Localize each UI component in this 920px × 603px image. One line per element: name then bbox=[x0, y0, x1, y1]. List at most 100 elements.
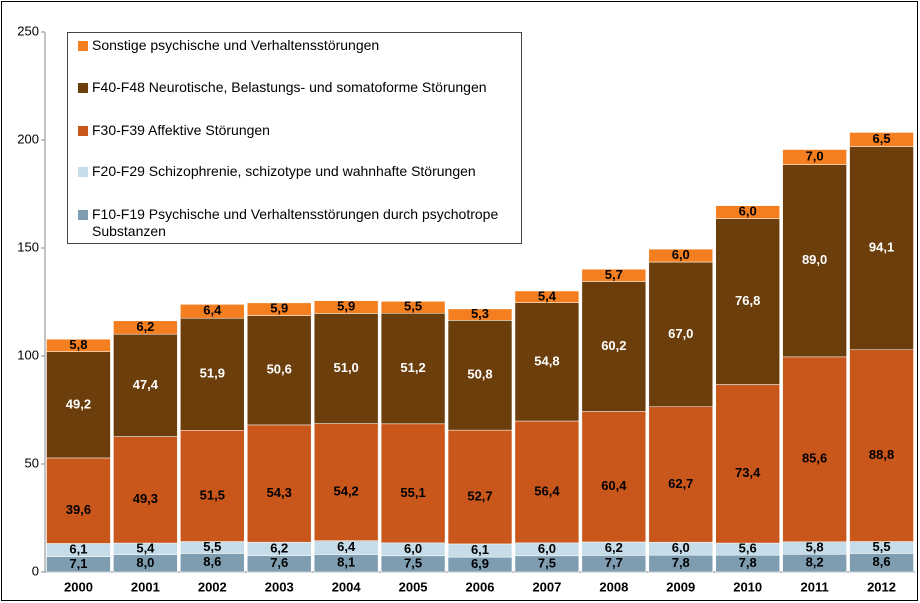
data-label: 7,8 bbox=[739, 555, 757, 570]
data-label: 50,6 bbox=[267, 362, 292, 377]
data-label: 7,8 bbox=[672, 555, 690, 570]
bar-segment bbox=[447, 320, 513, 431]
data-label: 7,1 bbox=[69, 556, 87, 571]
data-label: 5,4 bbox=[136, 540, 155, 555]
data-label: 85,6 bbox=[802, 451, 827, 466]
legend: Sonstige psychische und Verhaltensstörun… bbox=[67, 32, 522, 244]
data-label: 6,0 bbox=[672, 247, 690, 262]
legend-swatch bbox=[78, 210, 88, 220]
data-label: 56,4 bbox=[534, 483, 560, 498]
data-label: 89,0 bbox=[802, 252, 827, 267]
bar-segment bbox=[581, 411, 647, 543]
data-label: 7,6 bbox=[270, 555, 288, 570]
y-tick-label: 0 bbox=[32, 563, 39, 578]
x-tick-label: 2000 bbox=[64, 579, 93, 594]
data-label: 94,1 bbox=[869, 240, 894, 255]
x-tick-label: 2001 bbox=[131, 579, 160, 594]
y-tick-label: 100 bbox=[17, 347, 39, 362]
y-tick-label: 50 bbox=[25, 455, 39, 470]
data-label: 60,4 bbox=[601, 478, 627, 493]
legend-entry: Sonstige psychische und Verhaltensstörun… bbox=[76, 37, 532, 54]
bar-segment bbox=[313, 300, 379, 314]
x-tick-label: 2011 bbox=[801, 579, 829, 594]
data-label: 51,9 bbox=[200, 366, 225, 381]
bar-segment bbox=[849, 349, 914, 542]
bar-segment bbox=[380, 301, 446, 314]
legend-entry: F20-F29 Schizophrenie, schizotype und wa… bbox=[76, 163, 532, 180]
data-label: 6,4 bbox=[337, 539, 356, 554]
y-tick-label: 150 bbox=[17, 239, 39, 254]
data-label: 7,0 bbox=[806, 149, 824, 164]
data-label: 6,1 bbox=[471, 542, 489, 557]
data-label: 5,9 bbox=[337, 299, 355, 314]
bar-segment bbox=[648, 261, 713, 408]
legend-entry: F40-F48 Neurotische, Belastungs- und som… bbox=[76, 79, 532, 96]
legend-label: F10-F19 Psychische und Verhaltensstörung… bbox=[92, 206, 499, 239]
bar-segment bbox=[247, 302, 312, 316]
data-label: 7,5 bbox=[404, 555, 422, 570]
bar-segment bbox=[849, 146, 914, 350]
x-tick-label: 2002 bbox=[198, 579, 227, 594]
bar-segment bbox=[447, 308, 513, 321]
data-label: 5,7 bbox=[605, 267, 623, 282]
bar-segment bbox=[782, 356, 847, 543]
x-tick-label: 2006 bbox=[466, 579, 495, 594]
data-label: 8,1 bbox=[337, 555, 355, 570]
legend-swatch bbox=[78, 41, 88, 51]
data-label: 6,0 bbox=[404, 541, 422, 556]
legend-swatch bbox=[78, 126, 88, 136]
data-label: 7,5 bbox=[538, 555, 556, 570]
bar-segment bbox=[380, 312, 446, 425]
bar-segment bbox=[313, 423, 379, 541]
data-label: 5,3 bbox=[471, 306, 489, 321]
x-tick-label: 2005 bbox=[399, 579, 428, 594]
bar-segment bbox=[514, 420, 580, 544]
data-label: 8,6 bbox=[203, 554, 221, 569]
data-label: 49,2 bbox=[66, 396, 91, 411]
bar-segment bbox=[113, 320, 178, 335]
data-label: 5,5 bbox=[203, 539, 221, 554]
bar-segment bbox=[715, 205, 780, 219]
bar-segment bbox=[782, 164, 847, 358]
x-tick-label: 2003 bbox=[265, 579, 294, 594]
x-tick-label: 2007 bbox=[532, 579, 561, 594]
data-label: 88,8 bbox=[869, 447, 894, 462]
y-tick-label: 200 bbox=[17, 131, 39, 146]
data-label: 6,2 bbox=[605, 540, 623, 555]
data-label: 5,5 bbox=[872, 539, 890, 554]
data-label: 52,7 bbox=[467, 488, 492, 503]
bar-segment bbox=[247, 424, 312, 543]
bar-segment bbox=[648, 406, 713, 543]
bar-segment bbox=[313, 313, 379, 424]
data-label: 8,0 bbox=[136, 555, 154, 570]
legend-label: F20-F29 Schizophrenie, schizotype und wa… bbox=[92, 163, 476, 179]
bar-segment bbox=[180, 304, 245, 319]
data-label: 7,7 bbox=[605, 555, 623, 570]
data-label: 5,4 bbox=[538, 288, 557, 303]
data-label: 51,0 bbox=[333, 360, 358, 375]
data-label: 54,8 bbox=[534, 353, 559, 368]
bar-segment bbox=[380, 423, 446, 544]
legend-swatch bbox=[78, 83, 88, 93]
legend-label: F40-F48 Neurotische, Belastungs- und som… bbox=[92, 79, 487, 95]
data-label: 51,2 bbox=[400, 360, 425, 375]
legend-label: Sonstige psychische und Verhaltensstörun… bbox=[92, 37, 380, 53]
x-tick-label: 2004 bbox=[332, 579, 362, 594]
data-label: 50,8 bbox=[467, 367, 492, 382]
data-label: 6,2 bbox=[270, 540, 288, 555]
data-label: 8,2 bbox=[806, 555, 824, 570]
bar-segment bbox=[180, 317, 245, 431]
data-label: 6,0 bbox=[672, 540, 690, 555]
bar-segment bbox=[648, 248, 713, 263]
legend-entry: F10-F19 Psychische und Verhaltensstörung… bbox=[76, 206, 532, 240]
legend-swatch bbox=[78, 167, 88, 177]
data-label: 67,0 bbox=[668, 326, 693, 341]
data-label: 5,6 bbox=[739, 541, 757, 556]
data-label: 6,4 bbox=[203, 303, 222, 318]
bar-segment bbox=[447, 429, 513, 545]
data-label: 39,6 bbox=[66, 502, 91, 517]
data-label: 6,1 bbox=[69, 542, 87, 557]
data-label: 6,2 bbox=[136, 319, 154, 334]
